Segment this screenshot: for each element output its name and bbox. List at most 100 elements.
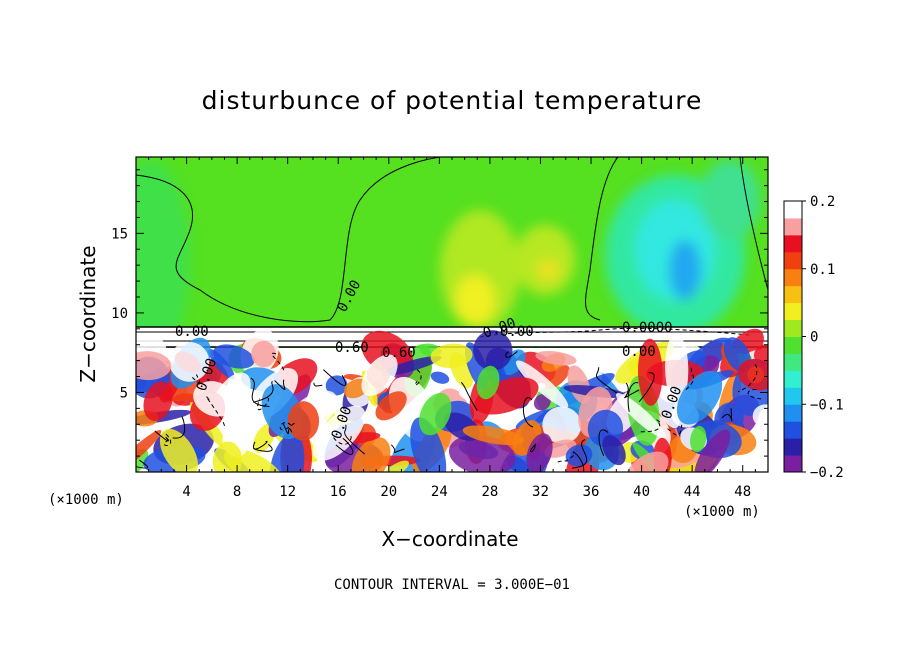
- colorbar-tick-label: −0.1: [810, 397, 844, 413]
- field-blob: [624, 451, 669, 472]
- colorbar: 0.2 0.1 0 −0.1 −0.2: [783, 194, 844, 481]
- field-contour: [555, 455, 574, 464]
- colorbar-segment: [784, 285, 802, 304]
- field-blob: [676, 370, 723, 425]
- field-contour: [414, 369, 422, 386]
- field-contour: [505, 351, 518, 358]
- field-contour: [250, 377, 270, 407]
- contour-band-dashed: [479, 327, 751, 338]
- colorbar-segment: [784, 217, 802, 236]
- field-blob: [542, 406, 582, 444]
- field-contour: [460, 381, 478, 411]
- field-blob: [287, 401, 320, 441]
- colorbar-segment: [784, 251, 802, 270]
- field-contour: [335, 437, 354, 455]
- field-contour: [624, 382, 640, 399]
- field-contour: [638, 372, 655, 403]
- contour-label: 0.60: [335, 340, 369, 356]
- x-unit-label-right: (×1000 m): [684, 504, 760, 520]
- field-blob: [193, 381, 237, 417]
- colorbar-segment: [784, 438, 802, 456]
- field-blob: [169, 341, 210, 382]
- field-blob: [312, 405, 366, 461]
- field-blob: [526, 433, 553, 472]
- upper-field: [136, 160, 760, 360]
- colorbar-tick-label: 0.2: [810, 194, 835, 210]
- field-contour: [390, 444, 405, 454]
- upper-patch-left: [136, 160, 190, 360]
- field-contour: [685, 367, 695, 391]
- upper-patch-cool-core: [669, 240, 701, 300]
- field-blob: [361, 354, 398, 397]
- field-blob: [212, 441, 242, 472]
- field-contour: [737, 364, 758, 393]
- field-contour: [344, 424, 366, 455]
- colorbar-segment: [784, 387, 802, 405]
- field-contour: [323, 369, 346, 386]
- field-blob: [476, 365, 500, 400]
- x-unit-label-left: (×1000 m): [48, 492, 124, 508]
- field-blob: [375, 391, 407, 421]
- y-tick-label: 10: [111, 306, 128, 322]
- colorbar-segment: [784, 404, 802, 422]
- colorbar-segment: [784, 336, 802, 354]
- field-blob: [462, 425, 525, 446]
- upper-patch-warm-2: [515, 225, 575, 295]
- colorbar-segment: [784, 201, 802, 219]
- y-tick-label: 5: [120, 385, 128, 401]
- x-tick-label: 44: [684, 484, 701, 500]
- field-contour: [172, 416, 186, 439]
- colorbar-segment: [784, 302, 802, 321]
- field-blob: [533, 393, 551, 411]
- field-blob: [473, 330, 513, 371]
- field-blob: [515, 360, 569, 408]
- field-blob: [136, 448, 149, 472]
- x-tick-label: 40: [633, 484, 650, 500]
- field-contour: [747, 388, 763, 400]
- colorbar-segment: [784, 370, 802, 388]
- field-contour: [596, 367, 618, 394]
- field-blob: [410, 417, 447, 472]
- field-blob: [208, 349, 235, 380]
- field-blob: [159, 428, 198, 472]
- x-tick-label: 36: [583, 484, 600, 500]
- x-tick-label: 12: [279, 484, 296, 500]
- field-blob: [269, 433, 305, 472]
- field-blob: [143, 381, 173, 421]
- field-contour: [627, 382, 639, 412]
- contour-label: 0.0000: [622, 320, 673, 336]
- contour-interval-note: CONTOUR INTERVAL = 3.000E−01: [333, 577, 570, 593]
- field-contour: [252, 441, 268, 450]
- contour-label: 0.00: [175, 324, 209, 340]
- x-tick-label: 48: [734, 484, 751, 500]
- upper-patch-warm-core: [455, 275, 495, 325]
- x-tick-label: 32: [532, 484, 549, 500]
- colorbar-segment: [784, 319, 802, 337]
- field-blob: [136, 351, 172, 381]
- x-axis-label: X−coordinate: [381, 527, 519, 551]
- contour-label: 0.00: [622, 344, 656, 360]
- field-contour: [279, 422, 296, 431]
- lower-contours: [136, 351, 763, 472]
- field-blob: [752, 404, 768, 428]
- colorbar-segment: [784, 234, 802, 253]
- field-contour: [667, 424, 683, 436]
- field-contour: [253, 381, 274, 403]
- colorbar-segment: [784, 421, 802, 439]
- field-blob: [251, 340, 276, 368]
- chart-title: disturbunce of potential temperature: [201, 86, 703, 115]
- colorbar-segment: [784, 353, 802, 371]
- field-contour: [529, 443, 537, 453]
- field-blob: [694, 429, 731, 472]
- x-axis: 4 8 12 16 20 24 28 32 36 40 44 48: [148, 157, 756, 500]
- colorbar-tick-label: 0.1: [810, 262, 835, 278]
- field-blob: [565, 444, 593, 467]
- field-blob: [381, 460, 409, 472]
- field-blob: [535, 350, 577, 366]
- field-contour: [571, 439, 588, 469]
- upper-patch-cool-right: [700, 160, 760, 240]
- field-contour: [163, 433, 172, 446]
- field-contour: [271, 352, 285, 373]
- y-tick-label: 15: [111, 226, 128, 242]
